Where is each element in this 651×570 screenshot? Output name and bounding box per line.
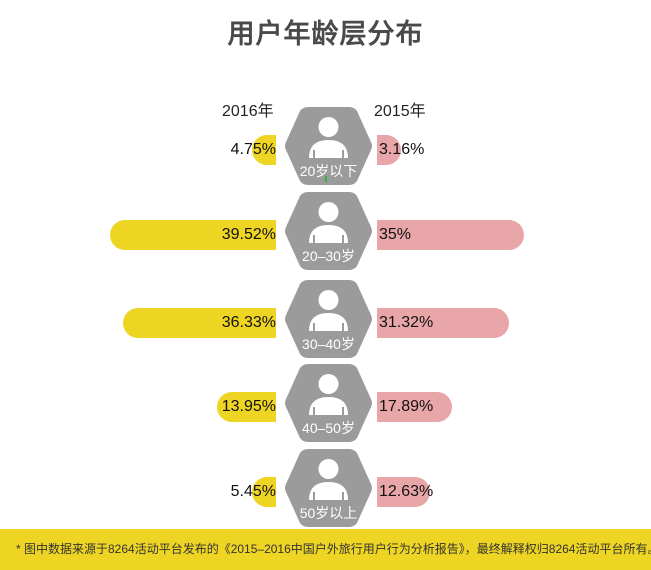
person-icon — [285, 280, 372, 358]
source-footnote: * 图中数据来源于8264活动平台发布的《2015–2016中国户外旅行用户行为… — [0, 529, 651, 570]
bar-2015 — [377, 477, 431, 507]
value-label-2015: 12.63% — [379, 483, 434, 500]
bar-2015 — [377, 392, 453, 422]
legend-2016: 2016年 — [222, 103, 274, 120]
bar-2015 — [377, 135, 401, 165]
value-label-2016: 5.45% — [230, 483, 276, 500]
bar-2016 — [252, 477, 276, 507]
value-label-2016: 39.52% — [221, 226, 276, 243]
bar-2016 — [110, 220, 276, 250]
age-row: 4.75% 3.16% 20岁以下 — [0, 105, 651, 195]
person-icon — [285, 107, 372, 185]
bar-2016 — [217, 392, 276, 422]
value-label-2015: 31.32% — [379, 314, 434, 331]
age-row: 5.45% 12.63% 50岁以上 — [0, 447, 651, 537]
age-label: 20岁以下 — [299, 163, 358, 179]
age-label: 40–50岁 — [302, 420, 355, 436]
bar-2016 — [123, 308, 276, 338]
age-hexagon: 50岁以上 — [284, 447, 373, 529]
bar-2016 — [252, 135, 276, 165]
marker-tick — [325, 176, 327, 182]
age-label: 50岁以上 — [299, 505, 358, 521]
value-label-2016: 4.75% — [230, 141, 276, 158]
value-label-2016: 36.33% — [221, 314, 276, 331]
legend-2015: 2015年 — [374, 103, 426, 120]
age-row: 36.33% 31.32% 30–40岁 — [0, 278, 651, 368]
age-label: 30–40岁 — [302, 336, 355, 352]
age-hexagon: 30–40岁 — [284, 278, 373, 360]
age-hexagon: 20岁以下 — [284, 105, 373, 187]
person-icon — [285, 192, 372, 270]
age-hexagon: 20–30岁 — [284, 190, 373, 272]
age-label: 20–30岁 — [302, 248, 355, 264]
value-label-2015: 17.89% — [379, 398, 434, 415]
bar-2015 — [377, 220, 524, 250]
bar-2015 — [377, 308, 509, 338]
chart-title: 用户年龄层分布 — [227, 19, 424, 49]
person-icon — [285, 449, 372, 527]
age-row: 39.52% 35% 20–30岁 — [0, 190, 651, 280]
age-hexagon: 40–50岁 — [284, 362, 373, 444]
age-row: 13.95% 17.89% 40–50岁 — [0, 362, 651, 452]
person-icon — [285, 364, 372, 442]
value-label-2015: 3.16% — [379, 141, 425, 158]
value-label-2016: 13.95% — [221, 398, 276, 415]
value-label-2015: 35% — [379, 226, 412, 243]
